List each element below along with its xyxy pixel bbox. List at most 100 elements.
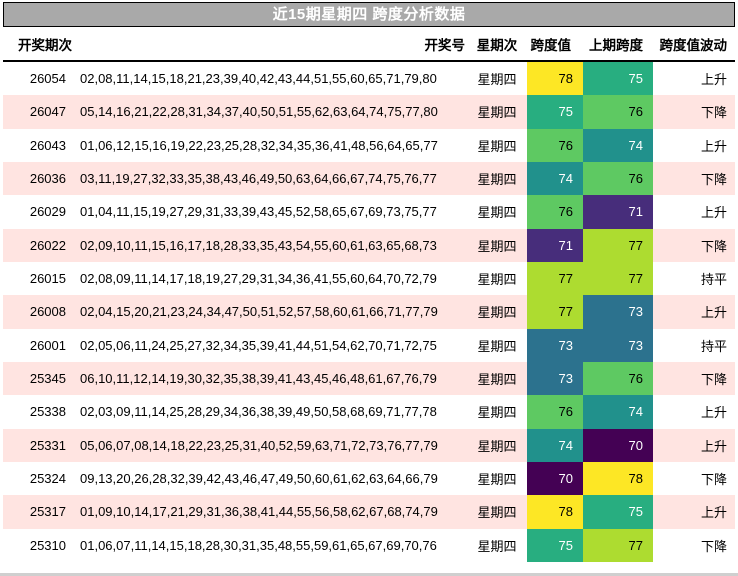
cell-period: 25310 xyxy=(29,537,66,553)
cell-span-value: 73 xyxy=(527,361,583,396)
bottom-strip xyxy=(0,573,738,576)
cell-weekday: 星期四 xyxy=(477,472,517,488)
table-row: 26047 05,14,16,21,22,28,31,34,37,40,50,5… xyxy=(3,95,735,129)
cell-prev-span: 76 xyxy=(583,161,653,196)
cell-prev-span: 70 xyxy=(583,428,653,462)
cell-weekday: 星期四 xyxy=(477,138,517,154)
cell-prev-span: 77 xyxy=(583,528,653,562)
table-row: 26054 02,08,11,14,15,18,21,23,39,40,42,4… xyxy=(3,62,735,96)
cell-span-value: 77 xyxy=(527,295,583,329)
cell-fluctuation: 上升 xyxy=(700,405,727,421)
cell-prev-span: 77 xyxy=(583,228,653,262)
cell-span-value: 76 xyxy=(527,195,583,229)
cell-span-value: 76 xyxy=(527,395,583,429)
cell-period: 25345 xyxy=(29,371,66,387)
cell-prev-span: 73 xyxy=(583,328,653,362)
cell-fluctuation: 下降 xyxy=(700,238,727,254)
cell-fluctuation: 上升 xyxy=(700,305,727,321)
cell-period: 26047 xyxy=(29,104,66,120)
cell-weekday: 星期四 xyxy=(477,305,517,321)
table-row: 26043 01,06,12,15,16,19,22,23,25,28,32,3… xyxy=(3,128,735,162)
analysis-table: 开奖期次 开奖号 星期次 跨度值 上期跨度 跨度值波动 26054 02,08,… xyxy=(3,28,735,562)
header-cell-span: 跨度值 xyxy=(530,38,572,53)
table-row: 26008 02,04,15,20,21,23,24,34,47,50,51,5… xyxy=(3,295,735,329)
cell-weekday: 星期四 xyxy=(477,538,517,554)
cell-weekday: 星期四 xyxy=(477,405,517,421)
table-row: 25317 01,09,10,14,17,21,29,31,36,38,41,4… xyxy=(3,495,735,529)
cell-period: 26015 xyxy=(29,271,66,287)
cell-draw-numbers: 01,06,07,11,14,15,18,28,30,31,35,48,55,5… xyxy=(80,537,437,553)
table-header: 开奖期次 开奖号 星期次 跨度值 上期跨度 跨度值波动 xyxy=(3,28,735,62)
cell-prev-span: 76 xyxy=(583,95,653,129)
cell-period: 26022 xyxy=(29,237,66,253)
cell-prev-span: 73 xyxy=(583,295,653,329)
cell-span-value: 78 xyxy=(527,495,583,529)
table-row: 25331 05,06,07,08,14,18,22,23,25,31,40,5… xyxy=(3,428,735,462)
cell-weekday: 星期四 xyxy=(477,272,517,288)
header-cell-fluctuation: 跨度值波动 xyxy=(659,38,728,53)
cell-span-value: 76 xyxy=(527,128,583,162)
cell-draw-numbers: 03,11,19,27,32,33,35,38,43,46,49,50,63,6… xyxy=(80,171,437,187)
cell-draw-numbers: 02,08,11,14,15,18,21,23,39,40,42,43,44,5… xyxy=(80,71,437,87)
table-row: 26029 01,04,11,15,19,27,29,31,33,39,43,4… xyxy=(3,195,735,229)
cell-draw-numbers: 01,04,11,15,19,27,29,31,33,39,43,45,52,5… xyxy=(80,204,437,220)
table-row: 25345 06,10,11,12,14,19,30,32,35,38,39,4… xyxy=(3,361,735,396)
cell-period: 26036 xyxy=(29,171,66,187)
cell-draw-numbers: 09,13,20,26,28,32,39,42,43,46,47,49,50,6… xyxy=(80,471,438,487)
cell-prev-span: 76 xyxy=(583,361,653,396)
header-cell-period: 开奖期次 xyxy=(18,38,72,53)
cell-fluctuation: 下降 xyxy=(700,372,727,388)
cell-period: 26008 xyxy=(29,304,66,320)
cell-fluctuation: 持平 xyxy=(700,338,727,354)
cell-fluctuation: 下降 xyxy=(700,538,727,554)
cell-weekday: 星期四 xyxy=(477,238,517,254)
page-title: 近15期星期四 跨度分析数据 xyxy=(3,2,735,27)
cell-period: 25324 xyxy=(29,471,66,487)
cell-span-value: 73 xyxy=(527,328,583,362)
cell-draw-numbers: 05,06,07,08,14,18,22,23,25,31,40,52,59,6… xyxy=(80,437,438,453)
cell-period: 26001 xyxy=(29,337,66,353)
cell-prev-span: 77 xyxy=(583,261,653,296)
header-cell-numbers: 开奖号 xyxy=(424,38,466,53)
cell-prev-span: 74 xyxy=(583,395,653,429)
cell-span-value: 75 xyxy=(527,95,583,129)
cell-fluctuation: 持平 xyxy=(700,272,727,288)
table-row: 26022 02,09,10,11,15,16,17,18,28,33,35,4… xyxy=(3,228,735,262)
cell-span-value: 78 xyxy=(527,62,583,96)
cell-weekday: 星期四 xyxy=(477,438,517,454)
cell-weekday: 星期四 xyxy=(477,505,517,521)
cell-draw-numbers: 01,09,10,14,17,21,29,31,36,38,41,44,55,5… xyxy=(80,504,438,520)
cell-draw-numbers: 01,06,12,15,16,19,22,23,25,28,32,34,35,3… xyxy=(80,137,438,153)
cell-draw-numbers: 02,05,06,11,24,25,27,32,34,35,39,41,44,5… xyxy=(80,337,437,353)
cell-period: 26043 xyxy=(29,137,66,153)
cell-weekday: 星期四 xyxy=(477,338,517,354)
cell-period: 26029 xyxy=(29,204,66,220)
cell-fluctuation: 下降 xyxy=(700,472,727,488)
cell-period: 25338 xyxy=(29,404,66,420)
cell-draw-numbers: 02,09,10,11,15,16,17,18,28,33,35,43,54,5… xyxy=(80,237,437,253)
cell-fluctuation: 上升 xyxy=(700,138,727,154)
cell-draw-numbers: 02,04,15,20,21,23,24,34,47,50,51,52,57,5… xyxy=(80,304,438,320)
cell-fluctuation: 上升 xyxy=(700,505,727,521)
header-cell-weekday: 星期次 xyxy=(476,38,518,53)
table-row: 26036 03,11,19,27,32,33,35,38,43,46,49,5… xyxy=(3,161,735,196)
cell-span-value: 74 xyxy=(527,161,583,196)
cell-span-value: 70 xyxy=(527,461,583,496)
cell-prev-span: 71 xyxy=(583,195,653,229)
cell-prev-span: 74 xyxy=(583,128,653,162)
table-row: 25324 09,13,20,26,28,32,39,42,43,46,47,4… xyxy=(3,461,735,496)
cell-prev-span: 78 xyxy=(583,461,653,496)
cell-weekday: 星期四 xyxy=(477,172,517,188)
cell-period: 26054 xyxy=(29,71,66,87)
cell-weekday: 星期四 xyxy=(477,72,517,88)
cell-period: 25317 xyxy=(29,504,66,520)
table-row: 25310 01,06,07,11,14,15,18,28,30,31,35,4… xyxy=(3,528,735,562)
cell-draw-numbers: 06,10,11,12,14,19,30,32,35,38,39,41,43,4… xyxy=(80,371,437,387)
cell-fluctuation: 下降 xyxy=(700,172,727,188)
cell-draw-numbers: 05,14,16,21,22,28,31,34,37,40,50,51,55,6… xyxy=(80,104,438,120)
cell-span-value: 74 xyxy=(527,428,583,462)
cell-draw-numbers: 02,03,09,11,14,25,28,29,34,36,38,39,49,5… xyxy=(80,404,437,420)
cell-fluctuation: 下降 xyxy=(700,105,727,121)
cell-span-value: 71 xyxy=(527,228,583,262)
cell-weekday: 星期四 xyxy=(477,372,517,388)
